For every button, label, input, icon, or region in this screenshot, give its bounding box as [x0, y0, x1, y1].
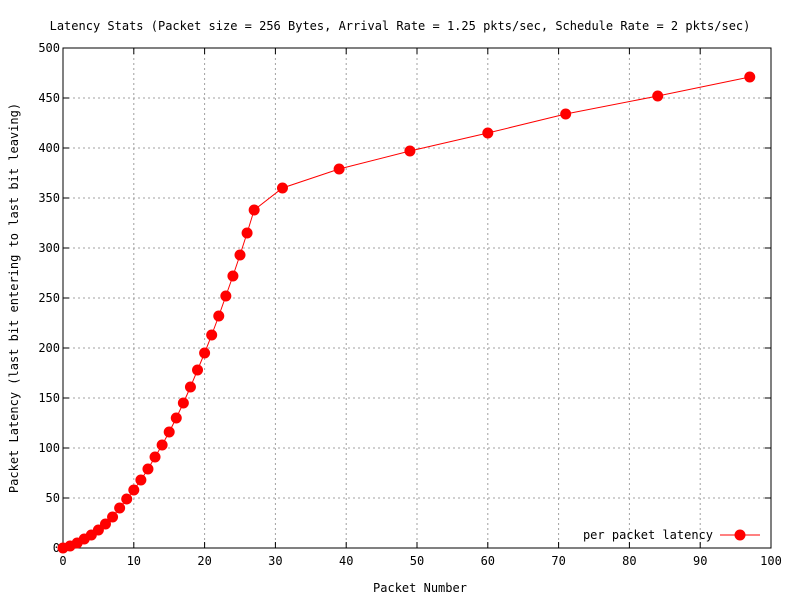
data-point	[121, 493, 133, 505]
legend-label: per packet latency	[583, 528, 713, 542]
data-point	[163, 426, 175, 438]
data-point	[192, 364, 204, 376]
x-tick-label: 50	[410, 554, 424, 568]
legend-marker	[734, 529, 746, 541]
y-tick-label: 250	[38, 291, 60, 305]
y-tick-label: 300	[38, 241, 60, 255]
x-axis-label: Packet Number	[373, 581, 467, 595]
y-axis-label: Packet Latency (last bit entering to las…	[7, 103, 21, 493]
x-tick-label: 40	[339, 554, 353, 568]
x-tick-labels: 0 10 20 30 40 50 60 70 80 90 100	[59, 554, 781, 568]
data-point	[213, 310, 225, 322]
x-tick-label: 20	[197, 554, 211, 568]
data-point	[276, 182, 288, 194]
data-point	[107, 511, 119, 523]
data-point	[156, 439, 168, 451]
data-point	[135, 474, 147, 486]
y-tick-label: 100	[38, 441, 60, 455]
data-point	[482, 127, 494, 139]
data-point	[652, 90, 664, 102]
data-point	[220, 290, 232, 302]
data-point	[248, 204, 260, 216]
x-tick-label: 30	[268, 554, 282, 568]
x-tick-label: 80	[622, 554, 636, 568]
x-tick-label: 70	[551, 554, 565, 568]
x-tick-label: 90	[693, 554, 707, 568]
data-point	[199, 347, 211, 359]
y-tick-label: 400	[38, 141, 60, 155]
grid-lines	[63, 48, 771, 548]
y-tick-label: 200	[38, 341, 60, 355]
y-tick-label: 450	[38, 91, 60, 105]
chart-title: Latency Stats (Packet size = 256 Bytes, …	[50, 19, 751, 33]
data-point	[333, 163, 345, 175]
data-point	[177, 397, 189, 409]
x-tick-label: 100	[760, 554, 782, 568]
data-point	[404, 145, 416, 157]
data-point	[227, 270, 239, 282]
data-point	[234, 249, 246, 261]
y-tick-label: 0	[53, 541, 60, 555]
data-point	[241, 227, 253, 239]
x-tick-label: 10	[127, 554, 141, 568]
data-point	[99, 518, 111, 530]
x-tick-label: 60	[481, 554, 495, 568]
y-tick-labels: 0 50 100 150 200 250 300 350 400 450 500	[38, 41, 60, 555]
y-tick-label: 150	[38, 391, 60, 405]
x-tick-label: 0	[59, 554, 66, 568]
data-point	[142, 463, 154, 475]
data-point	[744, 71, 756, 83]
data-point	[170, 412, 182, 424]
data-point	[206, 329, 218, 341]
data-point	[128, 484, 140, 496]
data-point	[114, 502, 126, 514]
data-point	[184, 381, 196, 393]
series-per-packet-latency	[57, 71, 756, 554]
y-tick-label: 350	[38, 191, 60, 205]
data-point	[560, 108, 572, 120]
y-tick-label: 500	[38, 41, 60, 55]
y-tick-label: 50	[46, 491, 60, 505]
data-point	[149, 451, 161, 463]
legend: per packet latency	[583, 528, 760, 542]
